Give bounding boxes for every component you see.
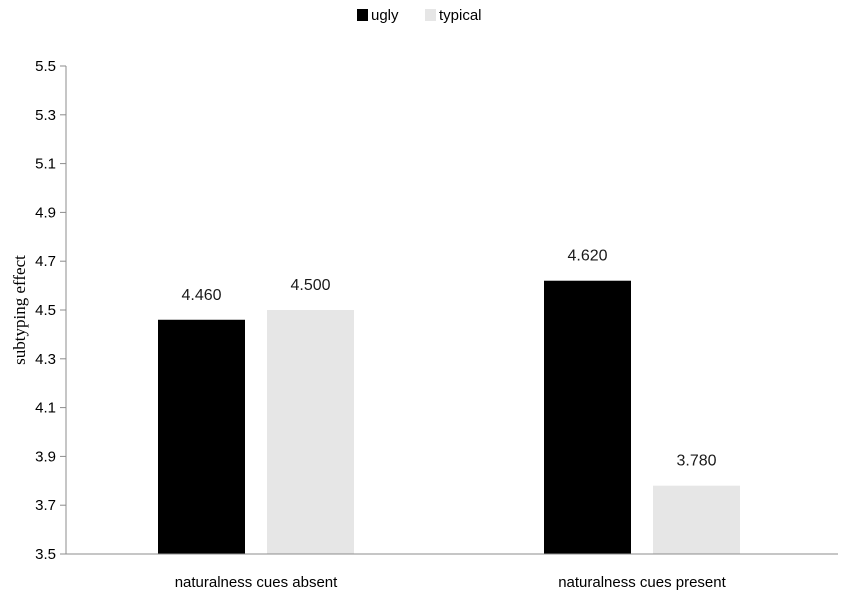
y-axis: 3.5 3.7 3.9 4.1 4.3 4.5 4.7 4.9 5.1 5.3 5.5 <box>35 58 67 563</box>
y-axis-label: subtyping effect <box>10 255 29 365</box>
bar-ugly-2 <box>544 280 631 554</box>
y-tick-label: 4.9 <box>35 204 56 221</box>
x-tick-label: naturalness cues present <box>558 574 726 591</box>
x-axis: naturalness cues absent naturalness cues … <box>66 553 838 591</box>
x-tick-label: naturalness cues absent <box>175 574 338 591</box>
legend: ugly typical <box>357 7 482 24</box>
data-label-typical-1: 4.500 <box>290 277 330 294</box>
y-tick-label: 3.5 <box>35 546 56 563</box>
y-tick-label: 3.9 <box>35 448 56 465</box>
y-tick-label: 4.1 <box>35 400 56 417</box>
y-tick-label: 4.7 <box>35 253 56 270</box>
legend-label-ugly: ugly <box>371 7 399 24</box>
legend-label-typical: typical <box>439 7 482 24</box>
legend-swatch-typical <box>425 9 436 21</box>
y-tick-label: 5.3 <box>35 107 56 124</box>
data-label-typical-2: 3.780 <box>676 453 716 470</box>
legend-swatch-ugly <box>357 9 368 21</box>
y-tick-label: 4.3 <box>35 351 56 368</box>
data-label-ugly-1: 4.460 <box>181 287 221 304</box>
y-tick-label: 5.1 <box>35 156 56 173</box>
bar-ugly-1 <box>158 319 245 554</box>
bar-typical-2 <box>653 485 740 554</box>
y-tick-label: 3.7 <box>35 497 56 514</box>
y-tick-label: 5.5 <box>35 58 56 75</box>
data-label-ugly-2: 4.620 <box>567 248 607 265</box>
bars: 4.460 4.500 4.620 3.780 <box>158 248 740 554</box>
y-tick-label: 4.5 <box>35 302 56 319</box>
bar-typical-1 <box>267 310 354 554</box>
